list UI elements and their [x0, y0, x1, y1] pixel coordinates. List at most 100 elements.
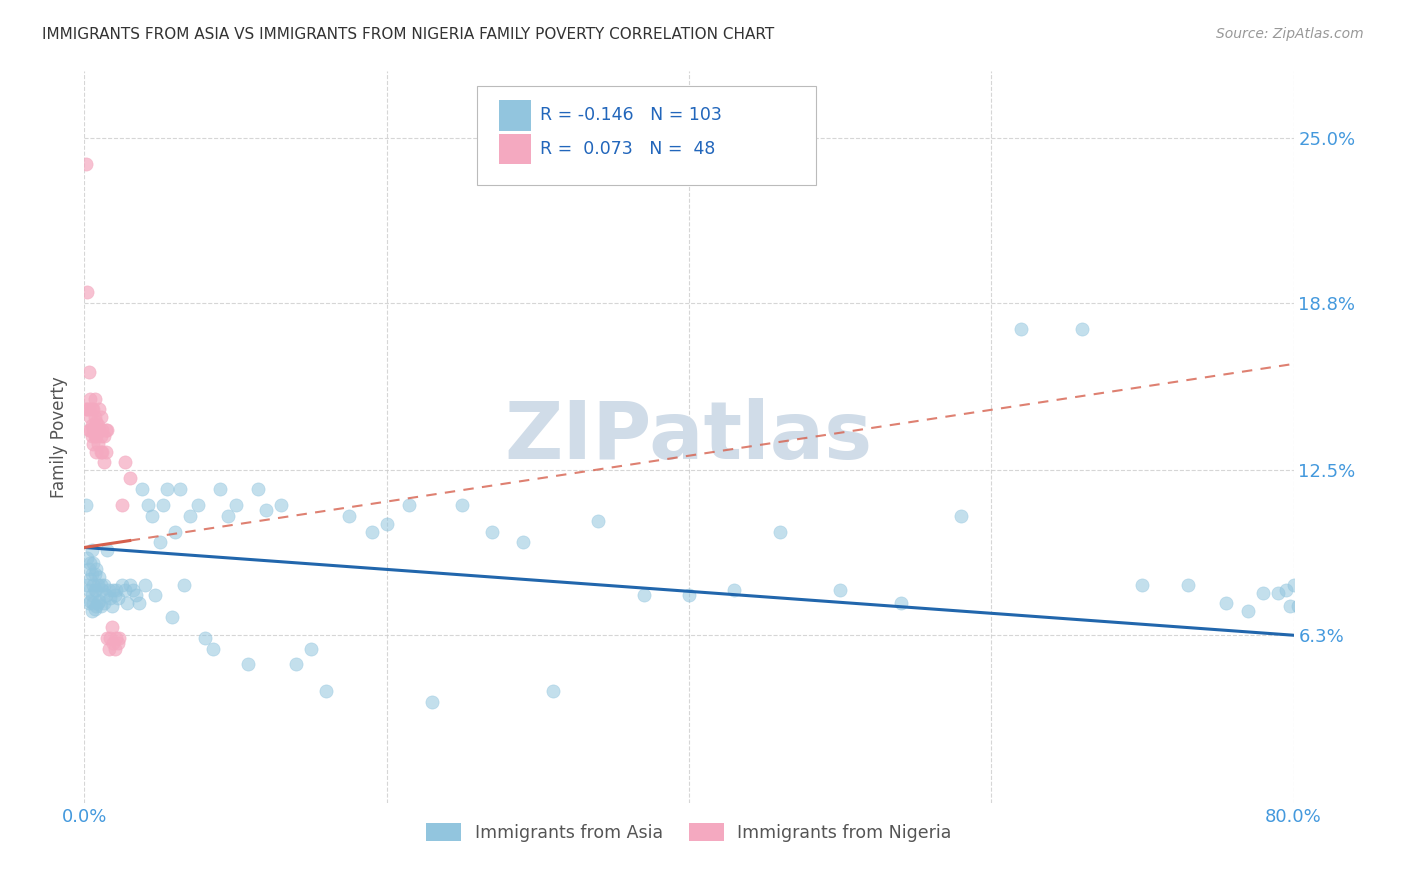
Point: [79, 557, 101, 571]
Point: [1286, 599, 1309, 613]
Point: [87, 436, 110, 450]
Point: [149, 535, 172, 549]
Point: [94, 588, 117, 602]
Point: [79, 593, 101, 607]
Point: [285, 657, 308, 672]
Point: [86, 582, 108, 597]
Point: [100, 620, 122, 634]
Point: [121, 582, 143, 597]
Point: [398, 498, 420, 512]
Point: [187, 498, 209, 512]
Point: [80, 402, 103, 417]
Point: [96, 631, 118, 645]
Point: [1237, 604, 1260, 618]
Point: [1130, 577, 1153, 591]
Point: [84, 410, 107, 425]
Point: [93, 429, 115, 443]
Point: [173, 577, 195, 591]
Point: [723, 582, 745, 597]
Point: [75, 157, 97, 171]
Point: [194, 631, 217, 645]
Point: [254, 503, 277, 517]
Point: [80, 588, 103, 602]
Point: [82, 436, 104, 450]
Point: [1289, 604, 1312, 618]
Point: [111, 498, 134, 512]
Point: [299, 641, 322, 656]
Point: [93, 577, 115, 591]
Point: [950, 508, 973, 523]
Point: [75, 402, 97, 417]
Point: [87, 418, 110, 433]
Point: [84, 429, 107, 443]
Point: [105, 582, 128, 597]
Point: [82, 402, 104, 417]
Point: [131, 482, 153, 496]
Text: IMMIGRANTS FROM ASIA VS IMMIGRANTS FROM NIGERIA FAMILY POVERTY CORRELATION CHART: IMMIGRANTS FROM ASIA VS IMMIGRANTS FROM …: [42, 27, 775, 42]
Text: R =  0.073   N =  48: R = 0.073 N = 48: [540, 140, 716, 158]
Point: [156, 482, 179, 496]
Point: [80, 567, 103, 582]
Point: [82, 577, 104, 591]
Point: [93, 455, 115, 469]
Point: [100, 599, 122, 613]
Text: ZIPatlas: ZIPatlas: [505, 398, 873, 476]
Point: [1215, 596, 1237, 610]
Point: [91, 444, 114, 458]
Point: [1267, 585, 1289, 599]
Point: [375, 516, 398, 531]
Point: [91, 582, 114, 597]
Point: [337, 508, 360, 523]
Point: [179, 508, 201, 523]
Point: [360, 524, 382, 539]
Point: [1253, 585, 1275, 599]
Point: [125, 588, 148, 602]
Point: [84, 392, 107, 406]
Point: [420, 695, 443, 709]
Point: [101, 636, 124, 650]
Point: [136, 498, 159, 512]
Point: [118, 471, 141, 485]
Point: [84, 601, 107, 615]
Point: [541, 684, 564, 698]
Point: [90, 599, 112, 613]
Point: [77, 402, 100, 417]
Point: [145, 588, 167, 602]
Point: [114, 455, 136, 469]
Point: [451, 498, 474, 512]
Point: [89, 424, 111, 438]
Point: [80, 604, 103, 618]
Point: [114, 582, 136, 597]
FancyBboxPatch shape: [478, 86, 815, 185]
Point: [315, 684, 337, 698]
Point: [225, 498, 247, 512]
Point: [633, 588, 655, 602]
Point: [115, 596, 138, 610]
Point: [90, 444, 112, 458]
Point: [91, 424, 114, 438]
Point: [94, 444, 117, 458]
Point: [1177, 577, 1199, 591]
Point: [134, 577, 156, 591]
Point: [236, 657, 259, 672]
Point: [82, 557, 104, 571]
Point: [76, 285, 98, 299]
Point: [93, 596, 115, 610]
Point: [152, 498, 174, 512]
Point: [84, 582, 107, 597]
Point: [82, 424, 104, 438]
Point: [270, 498, 292, 512]
Point: [86, 562, 108, 576]
Point: [77, 562, 100, 576]
Point: [1011, 322, 1033, 336]
Point: [79, 573, 101, 587]
Point: [128, 596, 150, 610]
Point: [201, 641, 224, 656]
Point: [87, 596, 110, 610]
Point: [108, 631, 131, 645]
Point: [678, 588, 700, 602]
Point: [94, 424, 117, 438]
FancyBboxPatch shape: [499, 134, 530, 164]
Point: [105, 631, 128, 645]
Point: [830, 582, 852, 597]
